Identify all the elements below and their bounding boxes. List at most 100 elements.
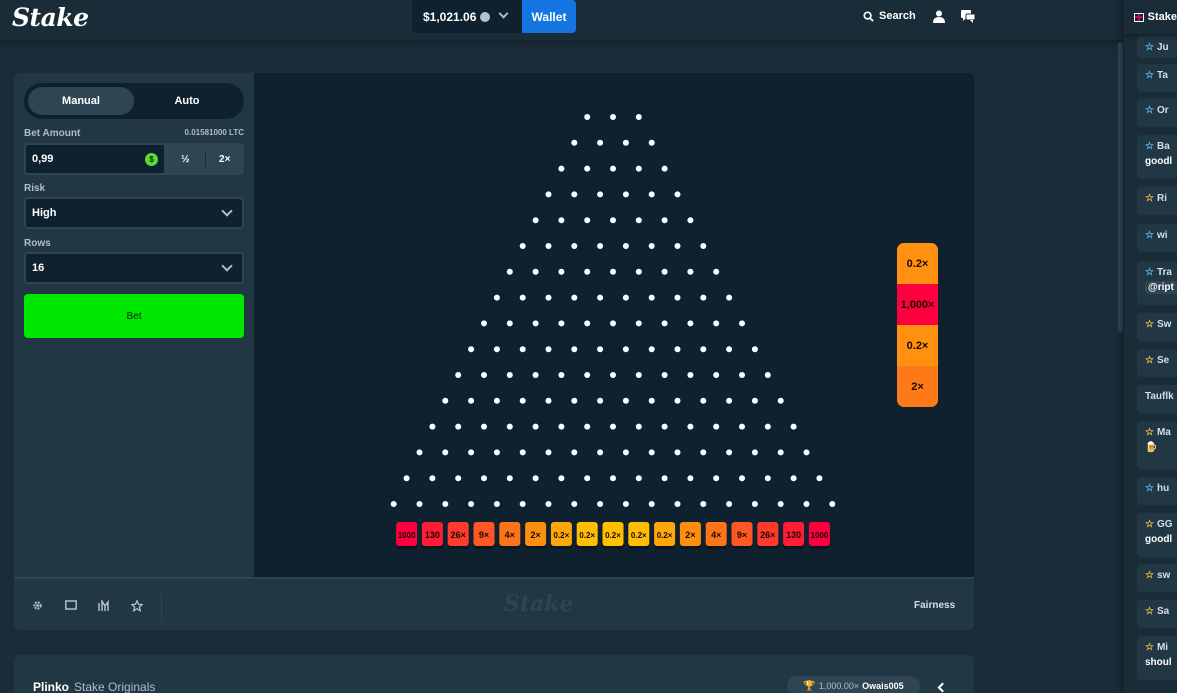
peg	[520, 295, 526, 301]
history-label: 1,000×	[901, 299, 935, 311]
peg	[804, 449, 810, 455]
chat-message[interactable]: Tauflk	[1137, 385, 1177, 413]
peg	[713, 372, 719, 378]
double-bet-button[interactable]: 2×	[206, 143, 245, 175]
vip-star-icon: ☆	[1145, 427, 1154, 438]
peg	[520, 501, 526, 507]
chat-username[interactable]: Ju	[1157, 42, 1169, 53]
chat-username[interactable]: Or	[1157, 105, 1169, 116]
bet-button[interactable]: Bet	[24, 294, 244, 338]
peg	[494, 346, 500, 352]
wallet-button[interactable]: Wallet	[522, 0, 576, 33]
record-badge[interactable]: 🏆 1,000.00× Owais005	[787, 676, 920, 693]
chat-username[interactable]: hu	[1157, 483, 1169, 494]
chat-message[interactable]: ☆ Ri	[1137, 187, 1177, 215]
theatre-mode-icon[interactable]	[65, 600, 77, 610]
stake-logo[interactable]: Stake	[12, 3, 89, 32]
chat-username[interactable]: Sw	[1157, 319, 1171, 330]
tab-auto[interactable]: Auto	[134, 87, 240, 115]
chat-message[interactable]: ☆ Se	[1137, 349, 1177, 377]
fairness-link[interactable]: Fairness	[914, 600, 955, 611]
risk-select[interactable]: High	[24, 197, 244, 229]
peg	[558, 424, 564, 430]
chat-message[interactable]: ☆ Or	[1137, 99, 1177, 127]
live-stats-icon[interactable]	[98, 600, 110, 611]
peg	[649, 501, 655, 507]
bet-amount-input[interactable]: 0,99 $	[24, 143, 166, 175]
peg	[584, 320, 590, 326]
rows-value: 16	[32, 262, 44, 274]
settings-icon[interactable]	[32, 600, 43, 611]
peg	[481, 424, 487, 430]
chat-username[interactable]: Sa	[1157, 606, 1169, 617]
chat-panel: Stake ☆ Ju ☆ Ta ☆ Or ☆ Ba goodl ☆ Ri ☆ wi ☆ Tra @ript ☆ S…	[1124, 0, 1177, 693]
chat-username[interactable]: Ta	[1157, 70, 1168, 81]
peg	[649, 398, 655, 404]
chat-message[interactable]: ☆ sw	[1137, 564, 1177, 592]
chat-message[interactable]: ☆ GG goodl	[1137, 513, 1177, 557]
peg	[623, 398, 629, 404]
peg	[675, 243, 681, 249]
multiplier-bucket: 0.2×	[603, 522, 624, 549]
chat-message[interactable]: ☆ Mi shoul	[1137, 636, 1177, 680]
chat-message[interactable]: ☆ Ta	[1137, 64, 1177, 92]
chevron-left-icon[interactable]	[938, 683, 948, 693]
chat-username[interactable]: wi	[1157, 230, 1168, 241]
favorite-star-icon[interactable]	[131, 600, 143, 612]
vip-star-icon: ☆	[1145, 606, 1154, 617]
chat-message[interactable]: ☆ Sw	[1137, 313, 1177, 341]
rows-select[interactable]: 16	[24, 252, 244, 284]
peg	[584, 424, 590, 430]
balance-selector[interactable]: $1,021.06	[412, 0, 522, 33]
peg	[713, 475, 719, 481]
peg	[752, 398, 758, 404]
chat-message[interactable]: ☆ Ma 🍺	[1137, 421, 1177, 469]
peg	[584, 269, 590, 275]
peg	[726, 449, 732, 455]
top-bar: Stake $1,021.06 Wallet Search	[0, 0, 1124, 40]
peg	[520, 346, 526, 352]
chat-message[interactable]: ☆ Ba goodl	[1137, 135, 1177, 179]
chat-message[interactable]: ☆ hu	[1137, 477, 1177, 505]
chat-header[interactable]: Stake	[1124, 0, 1177, 34]
peg	[558, 166, 564, 172]
chat-username[interactable]: Tra	[1157, 267, 1172, 278]
chat-username[interactable]: Ma	[1157, 427, 1171, 438]
game-provider[interactable]: Stake Originals	[74, 680, 155, 693]
chat-message[interactable]: ☆ wi	[1137, 224, 1177, 252]
peg	[468, 398, 474, 404]
chat-message[interactable]: ☆ Sa	[1137, 600, 1177, 628]
chat-username[interactable]: Se	[1157, 355, 1169, 366]
half-bet-button[interactable]: ½	[166, 143, 205, 175]
tab-manual[interactable]: Manual	[28, 87, 134, 115]
peg	[494, 449, 500, 455]
chat-username[interactable]: Ri	[1157, 193, 1167, 204]
chat-username[interactable]: Tauflk	[1145, 391, 1174, 402]
multiplier-label: 0.2×	[554, 531, 570, 540]
chat-username[interactable]: Ba	[1157, 141, 1170, 152]
chat-scrollbar[interactable]	[1118, 42, 1123, 332]
chat-username[interactable]: GG	[1157, 519, 1173, 530]
peg	[713, 320, 719, 326]
peg	[675, 449, 681, 455]
chat-message[interactable]: ☆ Ju	[1137, 36, 1177, 58]
uk-flag-icon	[1134, 13, 1144, 22]
peg	[649, 295, 655, 301]
peg	[429, 475, 435, 481]
chat-username[interactable]: Mi	[1157, 642, 1168, 653]
chevron-down-icon	[221, 260, 232, 271]
divider	[161, 593, 162, 621]
peg	[610, 424, 616, 430]
chat-message[interactable]: ☆ Tra @ript	[1137, 261, 1177, 305]
multiplier-label: 9×	[737, 530, 747, 540]
peg	[571, 346, 577, 352]
bet-amount-group: 0,99 $ ½ 2×	[24, 143, 244, 175]
chat-username[interactable]: sw	[1157, 570, 1170, 581]
user-icon[interactable]	[933, 10, 945, 23]
peg	[791, 424, 797, 430]
search-button[interactable]: Search	[863, 10, 916, 22]
peg	[829, 501, 835, 507]
chat-icon[interactable]	[961, 10, 975, 23]
peg	[455, 475, 461, 481]
peg	[571, 449, 577, 455]
